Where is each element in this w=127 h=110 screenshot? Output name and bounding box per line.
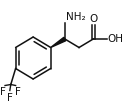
Text: OH: OH [108,34,124,44]
Polygon shape [51,37,66,48]
Text: F: F [0,86,6,96]
Text: NH₂: NH₂ [66,12,85,22]
Text: O: O [89,14,97,24]
Text: F: F [7,93,13,103]
Text: F: F [15,86,20,96]
